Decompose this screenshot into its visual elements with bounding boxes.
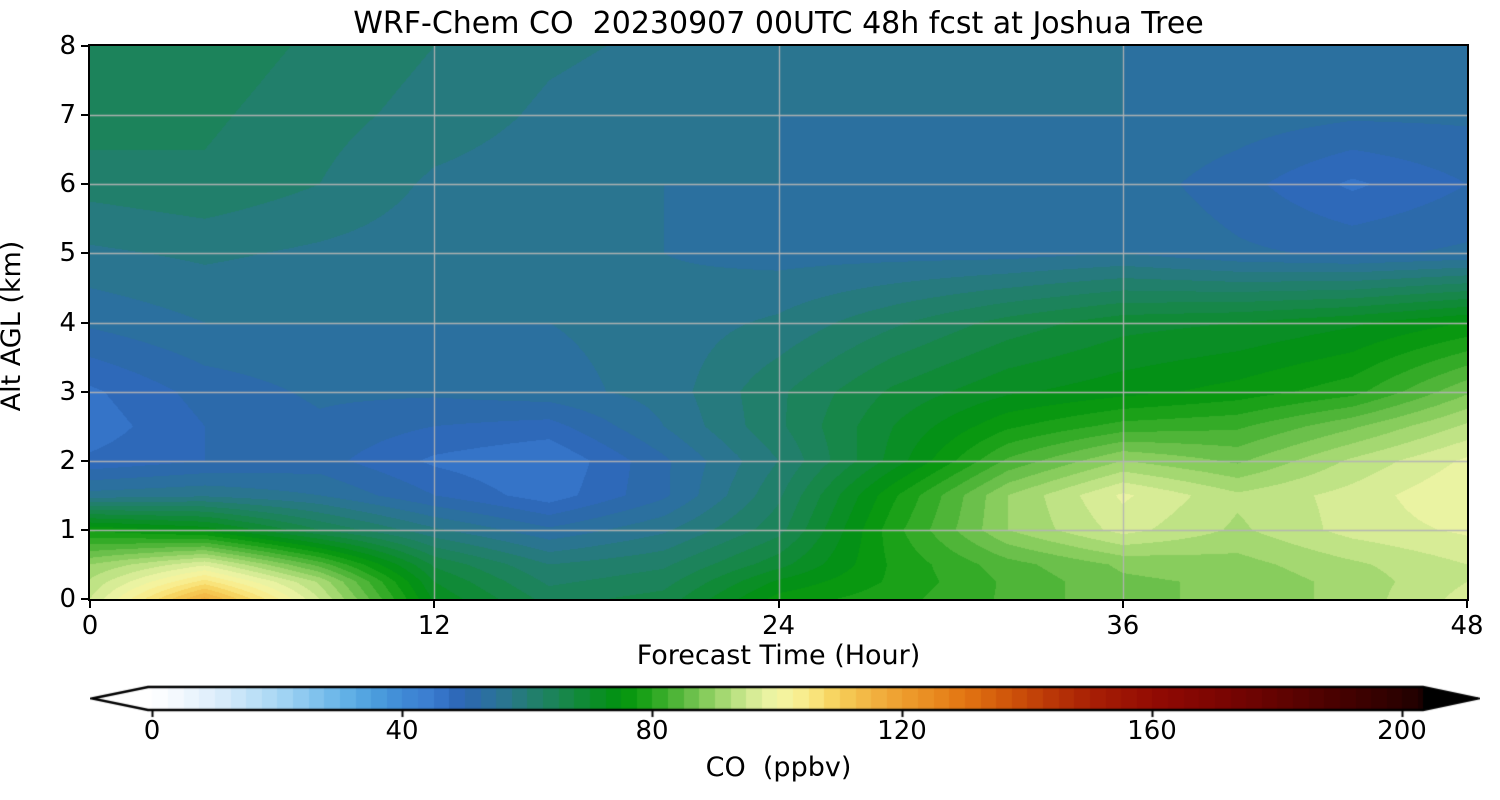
x-tick-mark xyxy=(433,601,436,608)
y-tick-mark xyxy=(81,598,88,600)
colorbar-tick-label: 160 xyxy=(1127,716,1177,746)
colorbar-label: CO (ppbv) xyxy=(705,752,852,783)
colorbar-tick-label: 0 xyxy=(143,716,161,746)
contour-plot-canvas xyxy=(90,46,1467,599)
y-tick-label: 2 xyxy=(59,445,76,476)
y-tick-label: 8 xyxy=(59,31,76,61)
y-tick-label: 3 xyxy=(59,376,76,407)
y-tick-mark xyxy=(81,390,88,393)
y-tick-mark xyxy=(81,459,88,462)
y-tick-label: 4 xyxy=(59,307,76,338)
x-tick-label: 36 xyxy=(1106,611,1140,641)
y-tick-mark xyxy=(81,321,88,324)
x-tick-mark xyxy=(777,601,780,608)
y-tick-label: 0 xyxy=(59,584,76,614)
plot-area xyxy=(88,44,1469,601)
x-tick-label: 0 xyxy=(81,611,99,641)
x-axis-label: Forecast Time (Hour) xyxy=(636,640,921,671)
colorbar-canvas xyxy=(90,685,1480,719)
y-tick-mark xyxy=(81,528,88,531)
y-tick-mark xyxy=(81,252,88,255)
y-tick-mark xyxy=(81,183,88,186)
y-tick-mark xyxy=(81,114,88,117)
colorbar-tick-label: 80 xyxy=(635,716,669,746)
colorbar-tick-label: 120 xyxy=(877,716,927,746)
x-tick-label: 12 xyxy=(417,611,451,641)
x-tick-label: 48 xyxy=(1450,611,1484,641)
colorbar-tick-label: 40 xyxy=(385,716,419,746)
x-tick-mark xyxy=(1466,601,1468,608)
y-tick-label: 1 xyxy=(59,514,76,545)
y-tick-label: 6 xyxy=(59,169,76,200)
y-tick-label: 5 xyxy=(59,238,76,269)
chart-title: WRF-Chem CO 20230907 00UTC 48h fcst at J… xyxy=(353,6,1204,41)
x-tick-mark xyxy=(1121,601,1124,608)
colorbar-tick-label: 200 xyxy=(1377,716,1427,746)
y-tick-label: 7 xyxy=(59,100,76,131)
x-tick-mark xyxy=(89,601,91,608)
y-tick-mark xyxy=(81,45,88,47)
x-tick-label: 24 xyxy=(761,611,796,641)
